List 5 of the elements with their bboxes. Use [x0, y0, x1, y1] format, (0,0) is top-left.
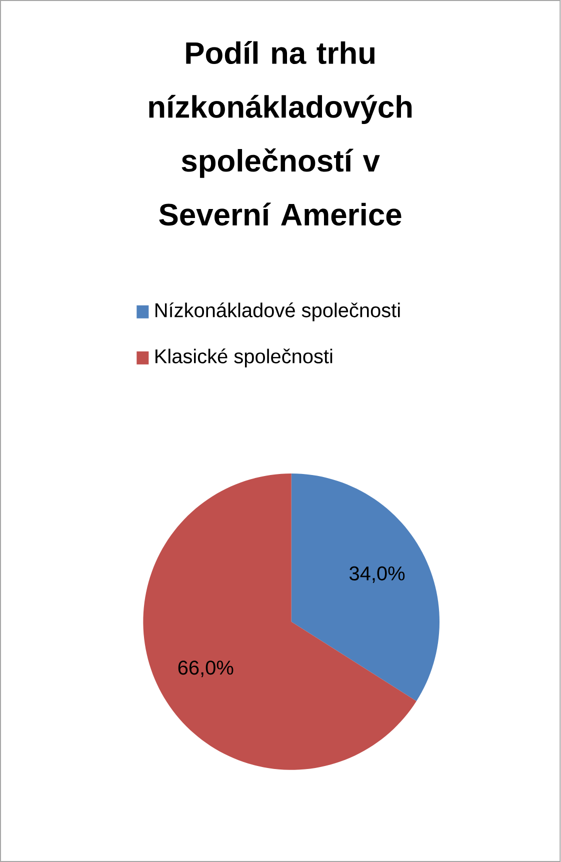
chart-title: Podíl na trhu nízkonákladových společností v Severní Americe: [149, 41, 412, 226]
data-label: 66,0%: [178, 660, 234, 678]
legend-label: Nízkonákladové společnosti: [156, 302, 400, 322]
data-label: 34,0%: [350, 566, 405, 583]
legend-label: Klasické společnosti: [156, 348, 332, 368]
